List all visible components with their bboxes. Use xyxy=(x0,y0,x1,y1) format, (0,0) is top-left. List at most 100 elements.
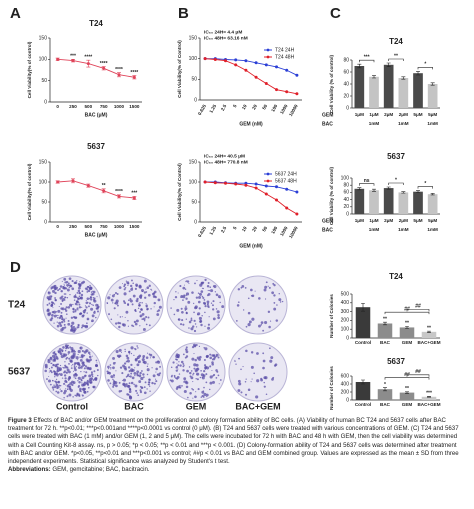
colony xyxy=(149,390,151,392)
colony xyxy=(92,385,96,389)
colony xyxy=(95,316,97,319)
colony xyxy=(209,375,213,379)
colony xyxy=(77,359,79,361)
colony xyxy=(60,303,63,305)
colony xyxy=(72,370,75,372)
colony xyxy=(273,284,276,287)
colony xyxy=(62,318,66,322)
error-bar xyxy=(386,186,391,190)
series-line xyxy=(57,58,135,78)
colony xyxy=(68,383,70,386)
error-bar xyxy=(386,62,391,67)
colony xyxy=(44,365,48,369)
colony xyxy=(110,368,112,370)
colony xyxy=(81,349,84,353)
colony xyxy=(206,294,209,297)
colony xyxy=(193,367,196,370)
colony xyxy=(61,377,64,379)
point xyxy=(264,81,268,85)
panel-label: C xyxy=(330,5,341,22)
colony xyxy=(55,390,58,393)
colony xyxy=(115,384,118,388)
colony xyxy=(130,372,133,375)
colony xyxy=(176,308,180,312)
colony xyxy=(64,350,67,352)
colony xyxy=(148,324,151,327)
colony xyxy=(185,385,189,389)
colony xyxy=(268,286,271,289)
colony xyxy=(144,296,147,299)
colony xyxy=(204,311,206,314)
colony xyxy=(77,323,80,327)
point xyxy=(234,63,238,67)
y-axis-label: Cell Viability(% of control) xyxy=(27,163,32,220)
colony xyxy=(123,301,126,304)
colony xyxy=(183,377,187,381)
colony xyxy=(73,365,76,368)
colony xyxy=(192,374,194,376)
colony xyxy=(80,391,82,393)
colony xyxy=(267,285,269,287)
colony xyxy=(134,310,137,313)
colony xyxy=(136,372,139,376)
colony xyxy=(192,381,194,383)
colony xyxy=(107,365,110,369)
colony xyxy=(72,381,76,385)
y-axis-label: Cell Viability (% of control) xyxy=(329,54,334,113)
colony xyxy=(113,376,115,378)
colony xyxy=(69,385,72,388)
point xyxy=(234,58,238,62)
colony xyxy=(51,386,55,389)
colony xyxy=(86,297,90,300)
colony xyxy=(114,322,118,325)
series-line xyxy=(205,181,298,215)
colony xyxy=(139,325,141,327)
colony xyxy=(62,346,65,349)
colony xyxy=(122,364,125,368)
error-bar xyxy=(71,178,75,184)
colony xyxy=(255,395,259,399)
column-label: Control xyxy=(56,401,88,411)
colony xyxy=(74,377,77,380)
colony xyxy=(219,301,221,304)
colony xyxy=(76,307,79,310)
colony xyxy=(114,291,118,295)
colony xyxy=(46,296,50,300)
colony xyxy=(112,379,115,381)
colony xyxy=(176,359,178,361)
colony xyxy=(121,283,123,285)
colony xyxy=(113,307,116,310)
colony xyxy=(118,286,122,290)
colony xyxy=(140,308,143,311)
dish xyxy=(104,342,164,402)
colony xyxy=(65,306,68,309)
row-name: BAC xyxy=(322,227,333,233)
bar xyxy=(413,73,423,108)
colony xyxy=(150,288,152,291)
colony xyxy=(278,298,282,302)
colony xyxy=(60,389,63,393)
bar xyxy=(421,396,437,400)
colony xyxy=(65,287,68,290)
colony xyxy=(86,287,88,290)
colony xyxy=(146,308,149,311)
colony xyxy=(281,300,284,303)
bar xyxy=(427,84,438,108)
colony xyxy=(59,364,62,367)
x-tick-label: 1.25 xyxy=(208,225,217,236)
colony xyxy=(273,307,277,311)
colony xyxy=(199,320,202,323)
bracket-label: * xyxy=(395,177,397,183)
colony-dish xyxy=(166,342,226,402)
colony xyxy=(85,309,87,311)
dish xyxy=(104,275,164,335)
colony xyxy=(183,389,187,394)
colony xyxy=(124,316,126,318)
colony xyxy=(65,297,67,299)
colony xyxy=(66,366,69,369)
colony xyxy=(49,356,53,359)
bracket xyxy=(417,186,433,189)
point xyxy=(244,68,248,72)
colony xyxy=(94,378,98,381)
colony xyxy=(83,371,85,373)
